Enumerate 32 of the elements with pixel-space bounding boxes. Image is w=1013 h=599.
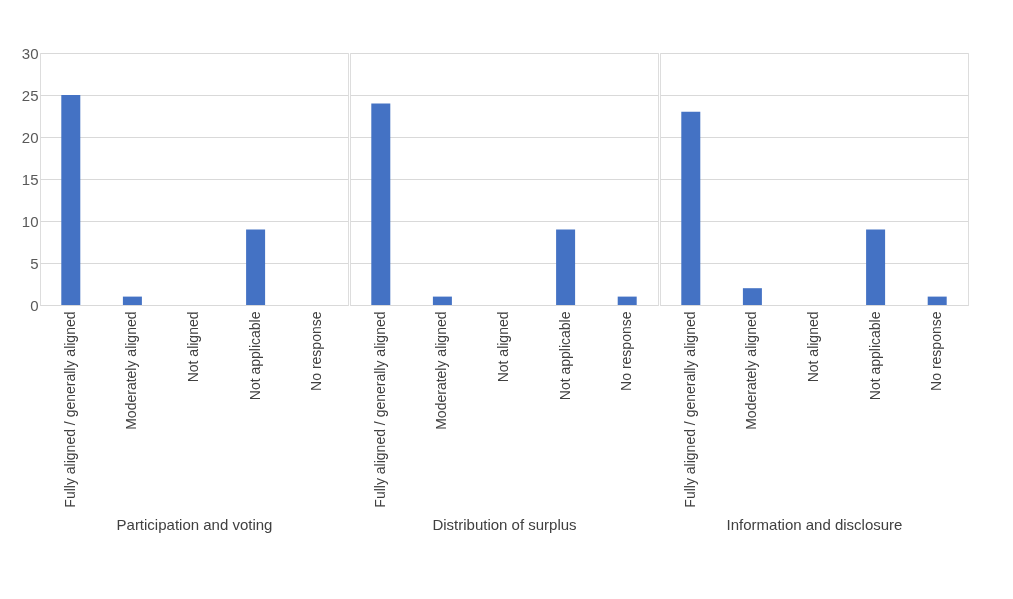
y-tick-label: 25 [21, 86, 39, 104]
x-tick-label: Fully aligned / generally aligned [371, 311, 388, 508]
x-tick-label: No response [928, 311, 945, 391]
x-axis-title: Participation and voting [116, 515, 273, 533]
y-tick-label: 20 [21, 128, 39, 146]
x-axis-title: Distribution of surplus [432, 515, 577, 533]
bar [122, 296, 142, 305]
bar [61, 95, 81, 305]
bar [246, 229, 266, 305]
y-tick-label: 30 [21, 44, 39, 62]
x-tick-label: Not aligned [805, 311, 821, 383]
x-tick-label: No response [308, 311, 325, 391]
x-tick-label: Moderately aligned [123, 311, 140, 430]
x-tick-label: Not applicable [866, 311, 883, 401]
x-tick-label: Not applicable [556, 311, 573, 401]
y-tick-label: 15 [21, 170, 39, 188]
y-tick-label: 5 [30, 254, 39, 272]
x-tick-label: Not aligned [185, 311, 201, 383]
x-tick-label: Not aligned [495, 311, 511, 383]
y-tick-label: 0 [30, 296, 39, 314]
x-tick-label: Fully aligned / generally aligned [61, 311, 78, 508]
x-axis-title: Information and disclosure [726, 515, 903, 533]
x-tick-label: Fully aligned / generally aligned [681, 311, 698, 508]
x-tick-label: Moderately aligned [433, 311, 450, 430]
bar [742, 288, 762, 305]
x-tick-label: No response [618, 311, 635, 391]
y-tick-label: 10 [21, 212, 39, 230]
bar [866, 229, 886, 305]
x-tick-label: Moderately aligned [743, 311, 760, 430]
x-tick-label: Not applicable [246, 311, 263, 401]
bar [681, 111, 701, 305]
bar [927, 296, 947, 305]
